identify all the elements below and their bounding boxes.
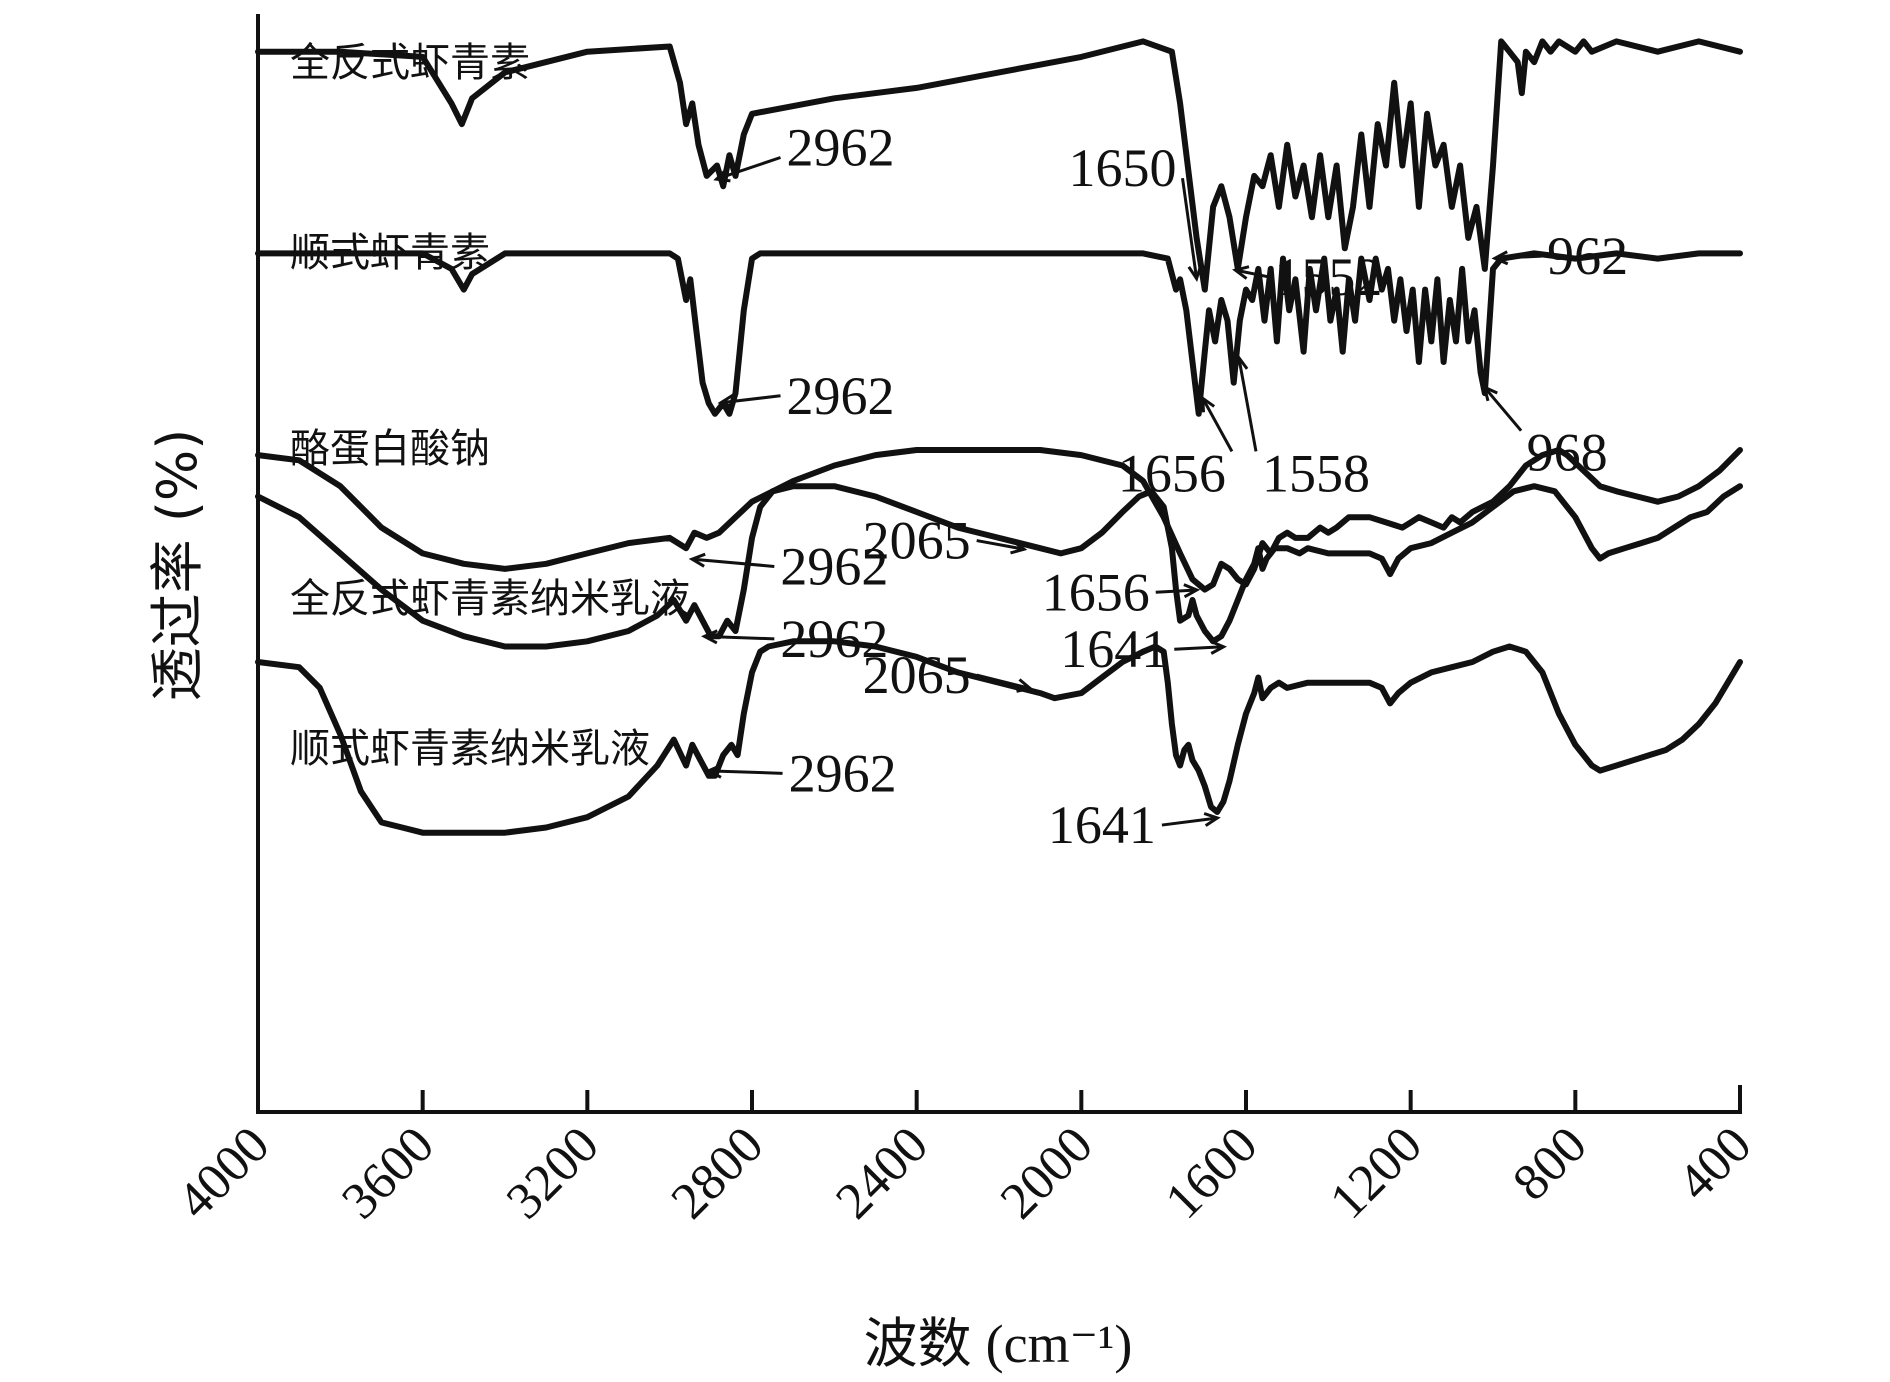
annotation-arrowhead: [1187, 264, 1203, 282]
y-axis-title: 透过率 (%): [146, 429, 209, 702]
series-label: 酪蛋白酸钠: [290, 426, 490, 472]
series-label: 全反式虾青素纳米乳液: [290, 576, 690, 622]
annotation-arrow: [1174, 645, 1224, 651]
series-line: [255, 483, 1743, 650]
x-tick-label: 2000: [990, 1116, 1104, 1230]
peak-label: 1558: [1262, 443, 1370, 503]
annotation-arrowhead: [1491, 250, 1509, 266]
annotation-arrowhead: [1016, 678, 1034, 693]
series-label: 顺式虾青素纳米乳液: [290, 726, 650, 772]
x-tick-label: 2800: [661, 1116, 775, 1230]
annotation-arrowhead: [717, 393, 735, 409]
annotation-arrowhead: [1201, 395, 1216, 413]
peak-label: 2962: [789, 743, 897, 803]
peak-label: 2962: [780, 536, 888, 596]
series-line: [255, 250, 1743, 417]
peak-label: 962: [1547, 226, 1628, 286]
annotation-arrow: [976, 539, 1025, 551]
series-line: [255, 638, 1743, 836]
peak-label: 1656: [1118, 443, 1226, 503]
peak-label: 1552: [1274, 247, 1382, 307]
x-axis-title-text: 波数: [864, 1312, 972, 1375]
annotation-arrow: [1155, 588, 1197, 594]
x-tick-label: 1600: [1155, 1116, 1269, 1230]
annotation-arrow: [1483, 386, 1523, 432]
peak-label: 2962: [780, 609, 888, 669]
annotation-arrow: [1201, 397, 1234, 453]
annotation-arrowhead: [1010, 539, 1028, 555]
annotation-arrowhead: [1233, 354, 1249, 372]
annotation-arrowhead: [1232, 265, 1250, 280]
annotation-arrowhead: [688, 552, 706, 568]
annotation-arrow: [720, 394, 781, 405]
annotation-arrow: [691, 557, 775, 568]
annotation-arrowhead: [1183, 583, 1201, 599]
peak-label: 2962: [787, 366, 895, 426]
spectra: [255, 38, 1743, 836]
annotation-arrow: [1237, 357, 1258, 452]
annotation-arrowhead: [705, 763, 723, 779]
annotation-arrowhead: [1482, 384, 1498, 402]
x-tick-labels: 4000 3600 3200 2800 2400 2000 1600 1200 800 400: [167, 1116, 1763, 1230]
annotation-arrow: [708, 769, 783, 775]
peak-label: 2962: [787, 118, 895, 178]
annotation-arrow: [1181, 177, 1199, 279]
annotation-arrow: [716, 156, 781, 181]
annotation-arrowhead: [1203, 812, 1221, 827]
x-tick-label: 400: [1667, 1116, 1762, 1211]
x-axis-title: 波数 (cm⁻¹): [864, 1312, 1133, 1375]
peak-label: 2065: [863, 511, 971, 571]
x-tick-label: 3200: [496, 1116, 610, 1230]
peak-label: 968: [1527, 423, 1608, 483]
series-label: 顺式虾青素: [290, 230, 490, 276]
x-ticks: [420, 1090, 1578, 1112]
peak-label: 2065: [863, 645, 971, 705]
annotation-arrowhead: [1210, 639, 1227, 655]
annotation-arrowhead: [701, 629, 718, 645]
x-tick-label: 4000: [167, 1116, 281, 1230]
annotation-arrowhead: [713, 168, 731, 183]
x-tick-label: 3600: [331, 1116, 445, 1230]
x-tick-label: 2400: [825, 1116, 939, 1230]
peak-label: 1656: [1042, 562, 1150, 622]
annotation-arrow: [1161, 816, 1218, 827]
series-label: 全反式虾青素: [290, 40, 530, 86]
peak-annotations: 2962 1650 1552 962 2962 1656 1558 968 2962 1656 20…: [688, 118, 1628, 855]
x-tick-label: 800: [1502, 1116, 1597, 1211]
x-tick-label: 1200: [1319, 1116, 1433, 1230]
annotation-arrow: [704, 634, 775, 641]
peak-label: 1641: [1060, 619, 1168, 679]
annotation-arrow: [1235, 268, 1269, 279]
annotation-arrow: [976, 673, 1031, 690]
annotation-arrow: [1494, 254, 1542, 260]
x-axis-title-unit: (cm⁻¹): [986, 1314, 1133, 1374]
series-line: [255, 38, 1743, 293]
peak-label: 1641: [1048, 795, 1156, 855]
peak-label: 1650: [1069, 138, 1177, 198]
